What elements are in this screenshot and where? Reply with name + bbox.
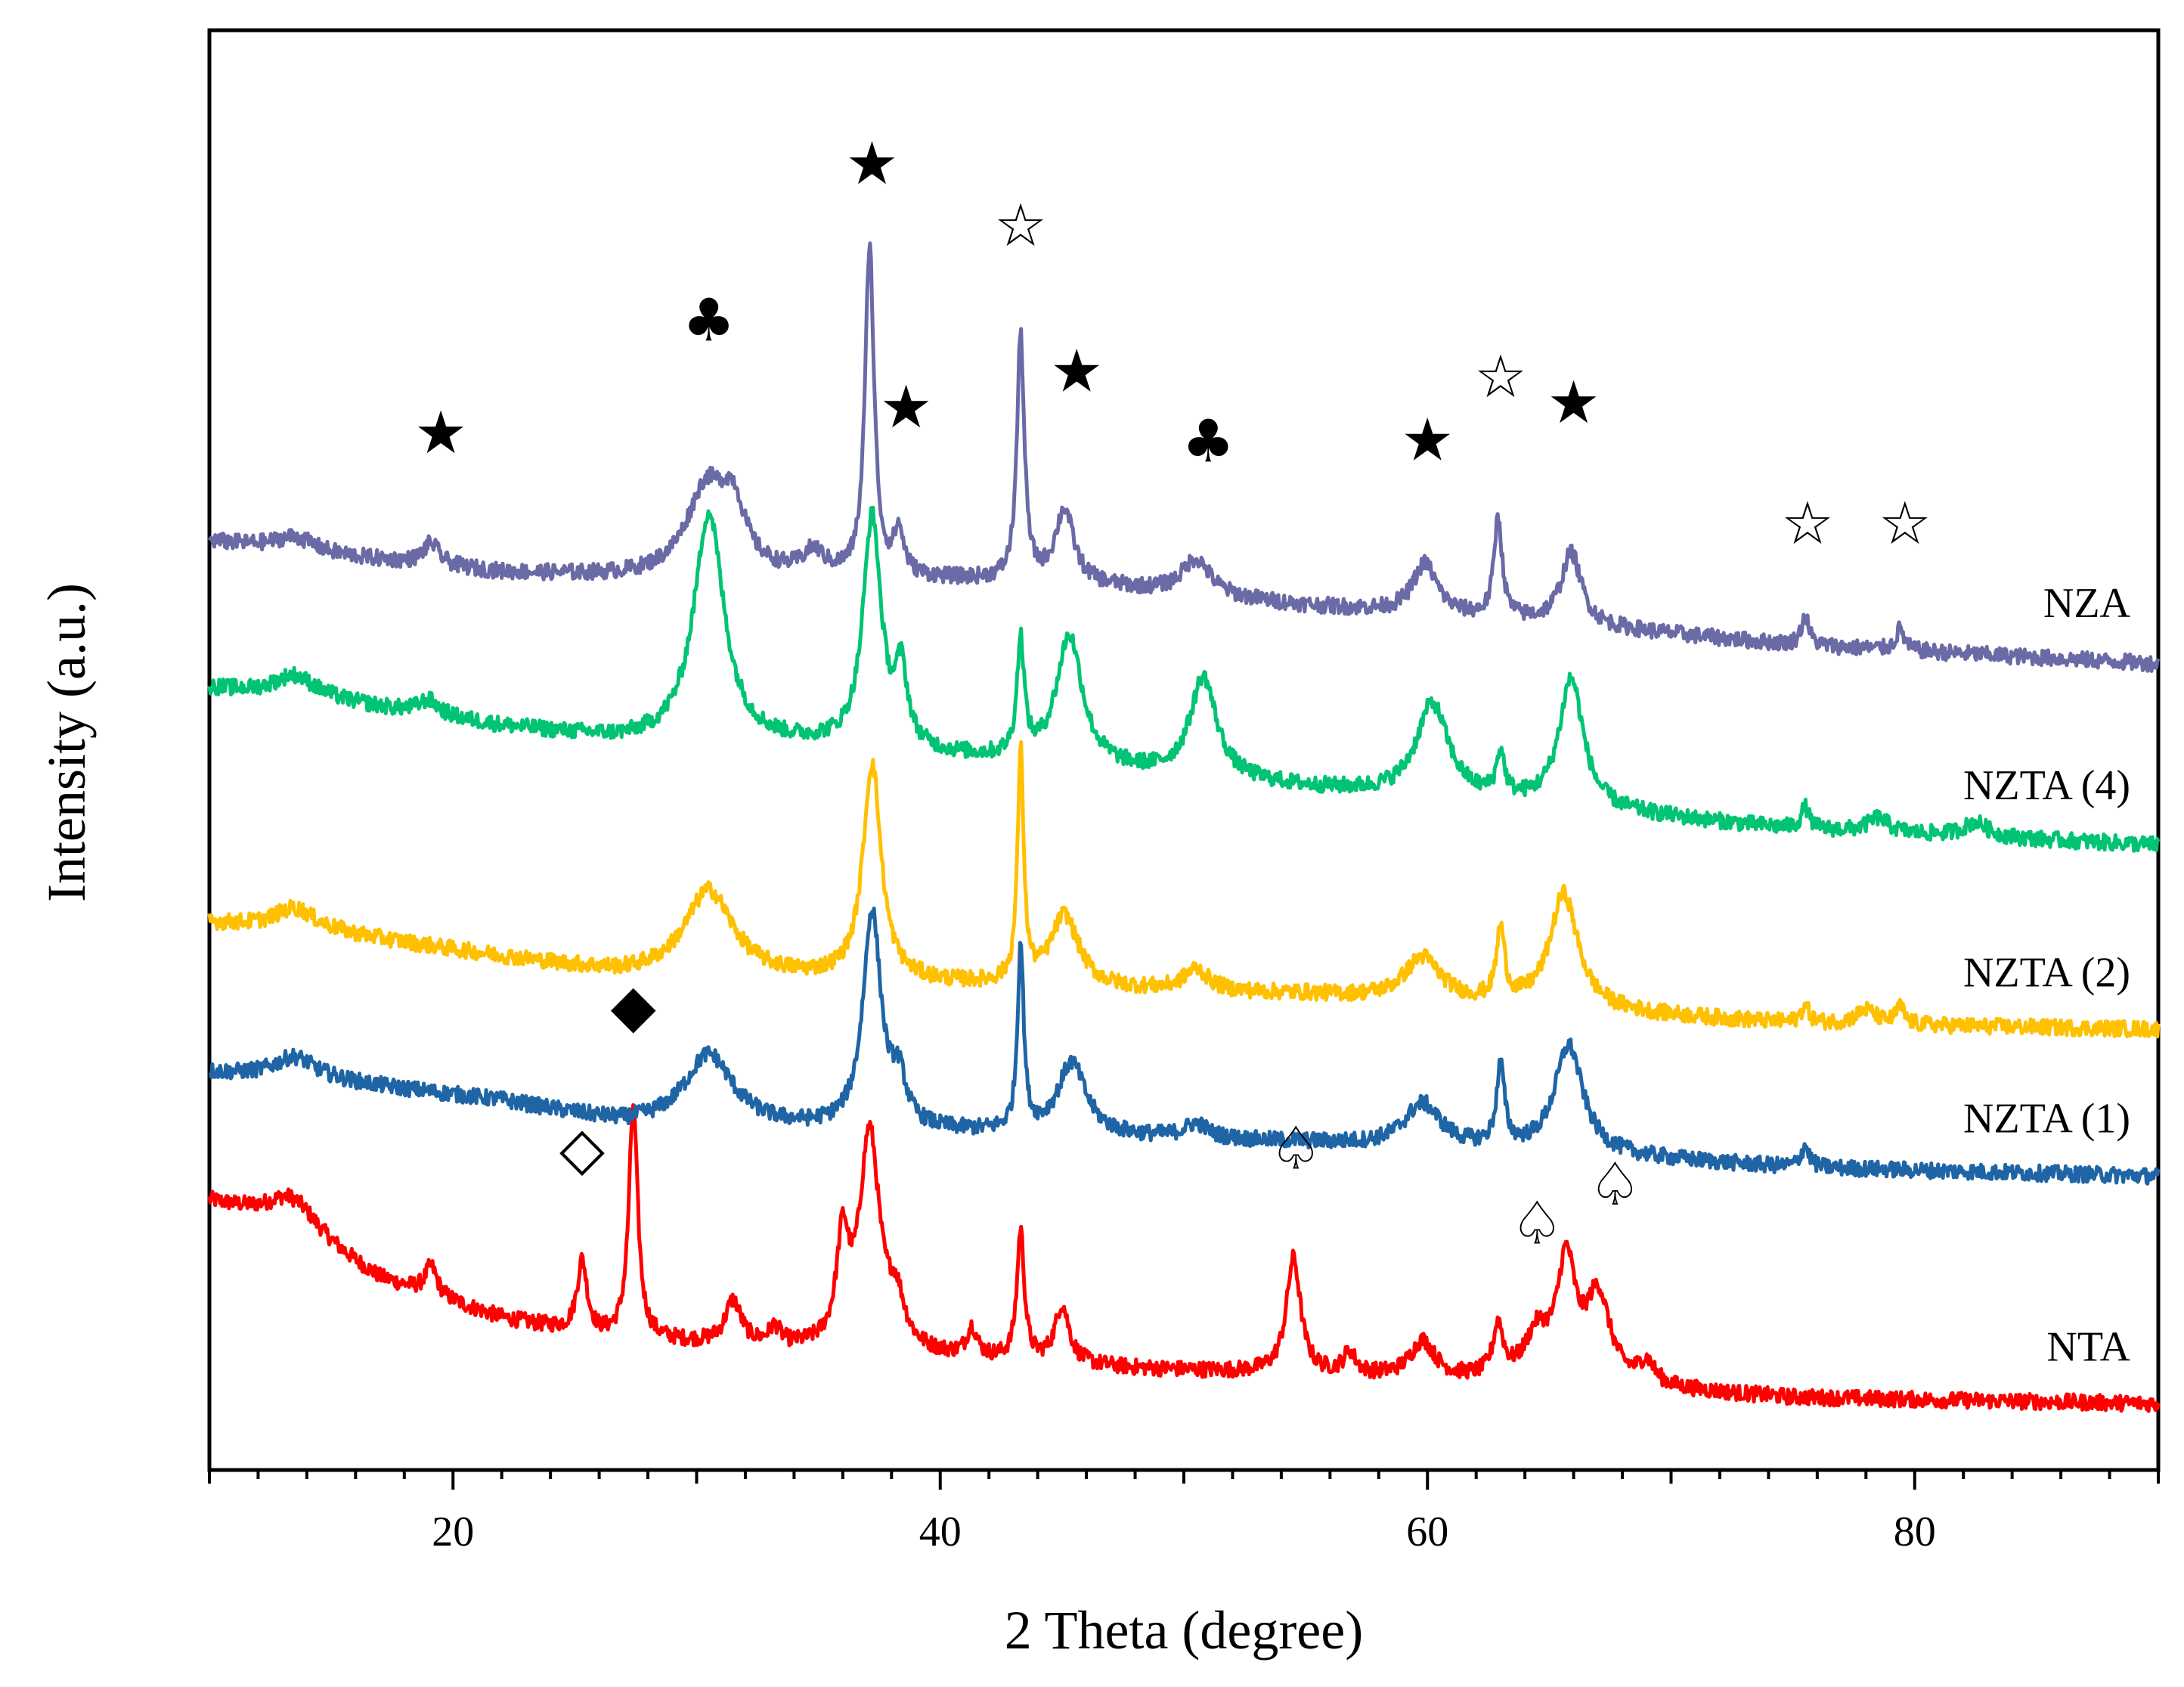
tick-layer: 20 40 60 80 [208,1470,2160,1555]
series-layer [207,241,2161,1413]
x-tick-label: 80 [1894,1509,1936,1555]
phase-marker: ☆ [1879,490,1932,558]
annotation-layer: ★ ♣ ★ ★ ★ ♣ ★ ★ ☆ ☆ ☆ ☆ ◆ ◇ ♤ ♤ ♤ [414,130,1932,1257]
phase-marker: ◆ [611,972,656,1040]
phase-marker: ★ [1401,407,1454,475]
phase-marker: ♤ [1510,1190,1563,1258]
series-line-nzta-4 [207,505,2161,853]
phase-marker: ♤ [1588,1151,1641,1219]
x-axis-title: 2 Theta (degree) [1005,1600,1363,1661]
x-tick-label: 20 [432,1509,474,1555]
plot-frame [207,28,2161,1472]
series-label: NZTA (1) [1963,1096,2130,1143]
x-tick-label: 60 [1406,1509,1448,1555]
label-layer: NTA NZTA (1) NZTA (2) NZTA (4) NZA [1963,580,2131,1370]
phase-marker: ★ [1547,369,1600,437]
phase-marker: ◇ [559,1115,605,1183]
x-tick-label: 40 [919,1509,962,1555]
series-label: NTA [2046,1323,2130,1370]
phase-marker: ★ [1050,337,1103,405]
phase-marker: ☆ [1474,343,1527,411]
phase-marker: ♤ [1269,1115,1322,1183]
phase-marker: ☆ [994,192,1047,260]
series-line-nzta-2 [207,740,2161,1039]
phase-marker: ☆ [1781,490,1834,558]
plot-border [207,28,2161,1472]
series-line-nza [207,241,2161,673]
series-line-nzta-1 [208,906,2161,1186]
phase-marker: ♣ [683,287,736,355]
phase-marker: ★ [414,399,467,467]
y-axis-title: Intensity (a.u.) [36,583,97,902]
phase-marker: ★ [880,374,933,442]
series-line-nta [207,1102,2161,1413]
phase-marker: ♣ [1182,408,1235,476]
series-label: NZTA (4) [1963,762,2130,809]
phase-marker: ★ [846,130,899,198]
series-label: NZA [2043,580,2131,627]
series-label: NZTA (2) [1963,949,2130,996]
